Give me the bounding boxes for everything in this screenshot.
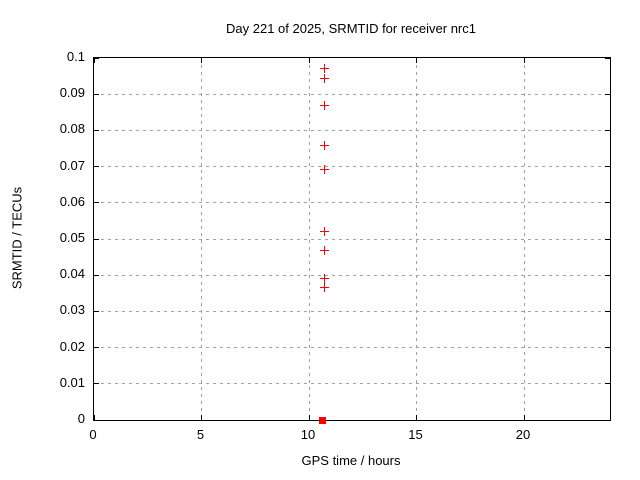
data-point-plus <box>319 273 329 283</box>
data-point-plus <box>319 100 329 110</box>
y-tick-left <box>94 202 99 204</box>
y-tick-label: 0.09 <box>59 85 85 101</box>
x-tick-label: 10 <box>300 427 316 442</box>
y-tick-left <box>94 274 99 276</box>
y-gridline <box>94 202 610 204</box>
y-gridline <box>94 129 610 131</box>
y-tick-label: 0.01 <box>59 374 85 390</box>
y-tick-left <box>94 383 99 385</box>
y-tick-left <box>94 347 99 349</box>
y-tick-label: 0 <box>77 411 85 426</box>
chart-title: Day 221 of 2025, SRMTID for receiver nrc… <box>226 21 476 36</box>
y-tick-right <box>605 166 610 168</box>
data-point-plus <box>319 226 329 236</box>
y-gridline <box>94 274 610 276</box>
y-tick-right <box>605 57 610 59</box>
y-tick-right <box>605 93 610 95</box>
x-tick-top <box>416 58 417 63</box>
x-tick-bottom <box>201 415 202 420</box>
y-tick-left <box>94 310 99 312</box>
y-tick-right <box>605 383 610 385</box>
y-tick-label: 0.08 <box>59 121 85 137</box>
y-gridline <box>94 238 610 240</box>
x-tick-bottom <box>416 415 417 420</box>
data-point-plus <box>319 140 329 150</box>
data-point-plus <box>319 282 329 292</box>
x-tick-bottom <box>308 415 310 420</box>
data-point-plus <box>319 63 329 73</box>
data-point-square <box>319 416 327 424</box>
y-tick-left <box>94 166 99 168</box>
y-gridline <box>94 383 610 385</box>
y-tick-label: 0.06 <box>59 193 85 209</box>
y-tick-right <box>605 238 610 240</box>
y-tick-right <box>605 347 610 349</box>
x-tick-bottom <box>93 415 95 420</box>
x-tick-label: 15 <box>408 427 423 442</box>
y-tick-right <box>605 274 610 276</box>
y-tick-label: 0.05 <box>59 230 85 245</box>
y-gridline <box>94 93 610 95</box>
x-tick-top <box>201 58 202 63</box>
x-tick-top <box>523 58 525 63</box>
y-tick-right <box>605 310 610 312</box>
x-tick-top <box>308 58 310 63</box>
y-tick-right <box>605 419 610 421</box>
y-tick-right <box>605 202 610 204</box>
y-tick-label: 0.1 <box>66 49 85 64</box>
y-tick-right <box>605 129 610 131</box>
y-tick-left <box>94 57 99 59</box>
y-tick-label: 0.02 <box>59 338 85 354</box>
y-tick-left <box>94 419 99 421</box>
y-gridline <box>94 310 610 312</box>
x-tick-label: 5 <box>196 427 205 442</box>
y-gridline <box>94 166 610 168</box>
data-point-plus <box>319 246 329 256</box>
plot-area <box>93 57 611 424</box>
y-gridline <box>94 347 610 349</box>
x-axis-title: GPS time / hours <box>301 453 401 468</box>
y-tick-label: 0.04 <box>59 266 85 282</box>
y-tick-label: 0.07 <box>59 157 85 173</box>
y-tick-left <box>94 129 99 131</box>
x-tick-bottom <box>523 415 525 420</box>
x-tick-top <box>93 58 95 63</box>
y-tick-left <box>94 93 99 95</box>
y-tick-left <box>94 238 99 240</box>
data-point-plus <box>319 74 329 84</box>
data-point-plus <box>319 165 329 175</box>
x-tick-label: 20 <box>515 427 531 442</box>
x-tick-label: 0 <box>89 427 97 442</box>
y-tick-label: 0.03 <box>59 302 85 318</box>
